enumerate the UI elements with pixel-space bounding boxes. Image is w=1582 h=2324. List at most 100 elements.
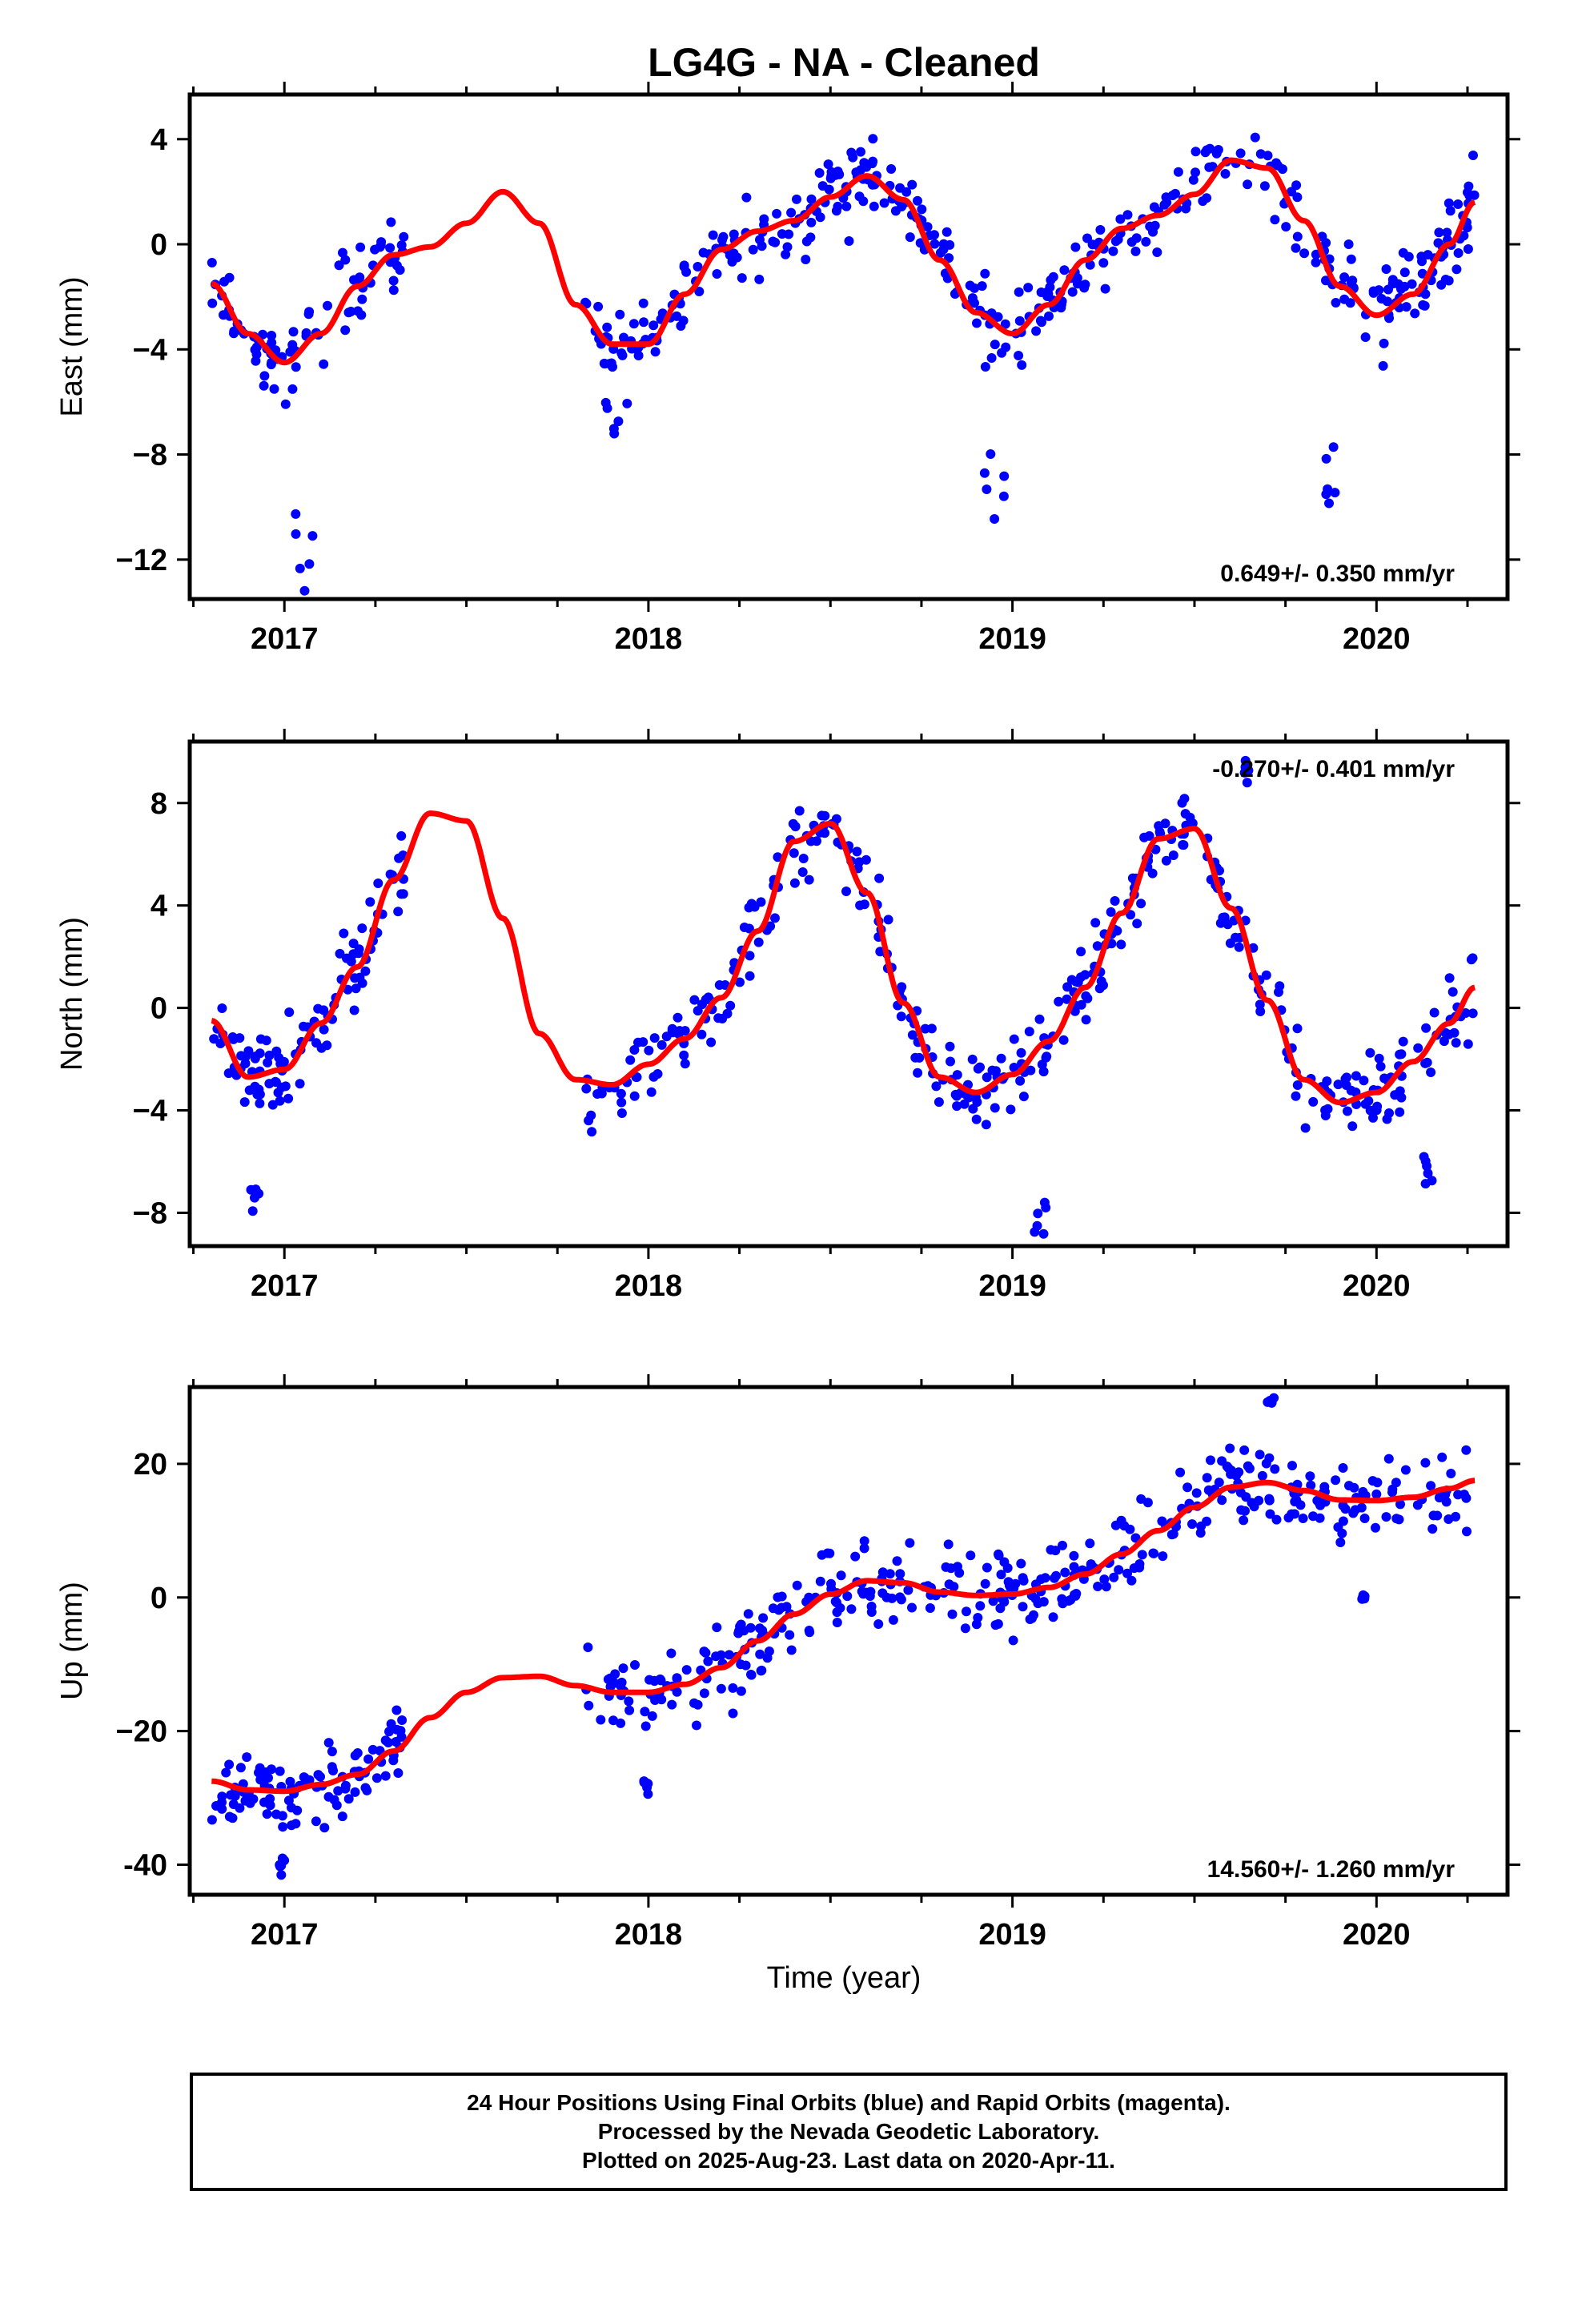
data-point xyxy=(596,1715,606,1725)
data-point xyxy=(319,1005,329,1015)
data-point xyxy=(790,822,801,832)
data-point xyxy=(346,956,356,967)
data-point xyxy=(724,1650,734,1660)
data-point xyxy=(287,384,298,394)
data-point xyxy=(980,362,990,372)
data-point xyxy=(1160,818,1170,829)
data-point xyxy=(1255,149,1266,159)
data-point xyxy=(1434,227,1444,238)
data-point xyxy=(1198,196,1208,207)
final-orbit-points xyxy=(209,755,1478,1239)
data-point xyxy=(1141,236,1151,247)
data-point xyxy=(619,332,628,343)
data-point xyxy=(772,208,782,219)
data-point xyxy=(252,1089,263,1100)
data-point xyxy=(1371,1522,1380,1533)
data-point xyxy=(1381,1512,1391,1522)
data-point xyxy=(1339,272,1350,283)
data-point xyxy=(386,217,396,227)
velocity-annotation: -0.270+/- 0.401 mm/yr xyxy=(1212,756,1455,782)
data-point xyxy=(848,152,858,163)
data-point xyxy=(817,181,828,191)
data-point xyxy=(1191,167,1200,178)
data-point xyxy=(1417,256,1427,267)
y-tick-label: 4 xyxy=(151,123,167,157)
data-point xyxy=(1070,242,1081,252)
data-point xyxy=(357,294,367,304)
data-point xyxy=(1231,932,1241,943)
data-point xyxy=(701,995,711,1005)
data-point xyxy=(952,1070,962,1080)
data-point xyxy=(1321,453,1331,464)
data-point xyxy=(1437,1452,1447,1462)
data-point xyxy=(970,283,980,293)
data-point xyxy=(866,1602,877,1611)
data-point xyxy=(235,1763,246,1773)
data-point xyxy=(712,269,722,279)
data-point xyxy=(1069,1550,1079,1561)
data-point xyxy=(1343,1106,1352,1116)
data-point xyxy=(375,242,385,252)
data-point xyxy=(1045,282,1055,292)
data-point xyxy=(713,1013,724,1023)
y-axis-label: North (mm) xyxy=(55,917,89,1071)
data-point xyxy=(327,1747,337,1757)
data-point xyxy=(1328,442,1339,452)
data-point xyxy=(600,359,610,369)
data-point xyxy=(1271,1514,1282,1525)
data-point xyxy=(1048,1612,1058,1622)
data-point xyxy=(679,1050,689,1060)
data-point xyxy=(673,1012,683,1023)
data-point xyxy=(1239,767,1250,778)
data-point xyxy=(1335,1538,1346,1547)
data-point xyxy=(826,1578,836,1589)
data-point xyxy=(1436,279,1447,290)
data-point xyxy=(1464,181,1474,191)
data-point xyxy=(1003,1577,1014,1587)
x-tick-label: 2017 xyxy=(251,1918,319,1952)
data-point xyxy=(322,1040,332,1051)
data-point xyxy=(388,275,399,286)
data-point xyxy=(672,1687,682,1697)
data-point xyxy=(1099,1574,1110,1585)
data-point xyxy=(331,1800,342,1811)
data-point xyxy=(1323,1104,1333,1114)
data-point xyxy=(1274,987,1283,997)
data-point xyxy=(1038,1067,1049,1077)
data-point xyxy=(1152,247,1162,257)
data-point xyxy=(718,231,729,242)
data-point xyxy=(360,966,371,976)
data-point xyxy=(1023,283,1034,293)
data-point xyxy=(1423,250,1433,260)
data-point xyxy=(327,1762,337,1772)
data-point xyxy=(1202,145,1212,155)
data-point xyxy=(982,1562,992,1573)
data-point xyxy=(798,854,809,863)
plot-frame xyxy=(187,1385,1510,1897)
data-point xyxy=(1400,1465,1411,1475)
data-point xyxy=(1046,1545,1056,1555)
data-point xyxy=(243,1046,254,1056)
data-point xyxy=(1159,199,1170,210)
data-point xyxy=(583,1642,593,1652)
x-tick-label: 2019 xyxy=(978,1918,1046,1952)
data-point xyxy=(1204,162,1215,172)
data-point xyxy=(1265,1509,1275,1519)
data-point xyxy=(762,1653,773,1663)
data-point xyxy=(959,1099,970,1109)
data-point xyxy=(209,1034,219,1044)
data-point xyxy=(396,830,407,841)
data-point xyxy=(295,563,305,573)
data-point xyxy=(689,1698,699,1708)
data-point xyxy=(692,1720,701,1731)
data-point xyxy=(1410,308,1420,319)
data-point xyxy=(681,267,692,277)
data-point xyxy=(352,1748,363,1758)
data-point xyxy=(1196,1521,1207,1531)
data-point xyxy=(859,1536,869,1546)
data-point xyxy=(896,1011,906,1022)
data-point xyxy=(1375,1061,1386,1072)
data-point xyxy=(239,1097,250,1108)
data-point xyxy=(1217,1456,1227,1466)
data-point xyxy=(251,356,261,366)
